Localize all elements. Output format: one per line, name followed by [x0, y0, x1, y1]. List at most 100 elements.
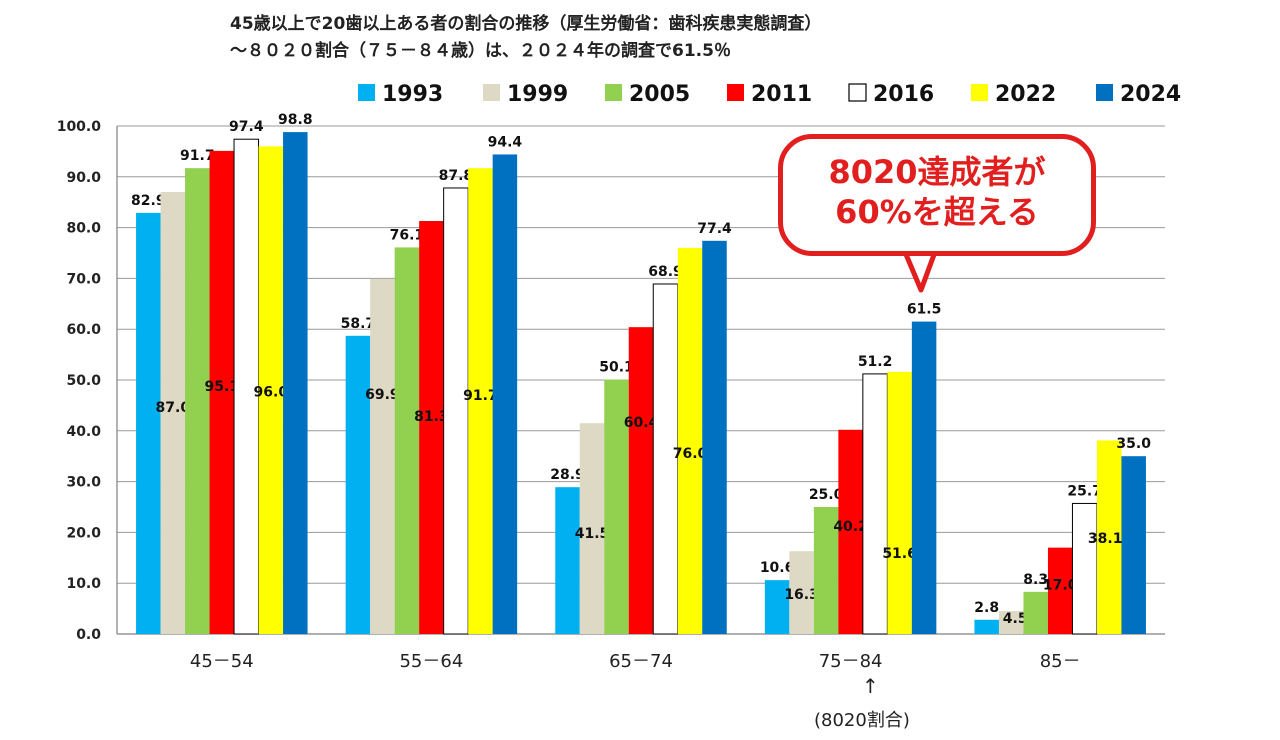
bar-2016	[233, 138, 260, 635]
bar-2022	[468, 168, 493, 634]
legend-label: 2011	[751, 82, 812, 107]
bar-1993	[136, 212, 161, 635]
data-label: 94.4	[488, 134, 523, 150]
bar-1999	[998, 611, 1024, 634]
data-label: 95.1	[205, 379, 240, 395]
data-label: 98.8	[278, 112, 313, 128]
legend-swatch	[727, 84, 744, 101]
legend-label: 2024	[1120, 82, 1181, 107]
bar-1993	[555, 487, 580, 634]
data-label: 10.6	[760, 560, 795, 576]
y-tick-label: 40.0	[66, 424, 101, 440]
y-tick-label: 100.0	[57, 119, 102, 135]
legend-swatch	[848, 83, 867, 102]
data-label: 76.1	[390, 227, 425, 243]
bar-2022	[677, 247, 703, 635]
data-label: 35.0	[1116, 436, 1151, 452]
bar-2022	[258, 146, 284, 634]
data-label: 50.1	[599, 359, 634, 375]
bar-2011	[838, 429, 863, 634]
x-tick-label: 45－54	[190, 651, 254, 672]
callout-bubble	[778, 134, 1096, 256]
bar-2016	[652, 283, 679, 635]
y-tick-label: 70.0	[66, 271, 101, 287]
x-tick-label: 55－64	[399, 651, 463, 672]
bar-2024	[1121, 456, 1146, 634]
data-label: 77.4	[697, 221, 732, 237]
y-tick-label: 30.0	[66, 475, 101, 491]
bar-1999	[579, 423, 605, 634]
x-tick-label: 85－	[1040, 651, 1081, 672]
note-8020-label: (8020割合)	[814, 710, 910, 731]
bar-2005	[604, 379, 629, 634]
callout-text: 8020達成者が 60%を超える	[778, 152, 1096, 232]
callout-line-1: 8020達成者が	[828, 153, 1046, 191]
x-tick-label: 65－74	[609, 651, 673, 672]
data-label: 51.6	[882, 546, 917, 562]
legend-swatch	[971, 84, 988, 101]
y-tick-label: 50.0	[66, 373, 101, 389]
data-label: 25.7	[1067, 483, 1102, 499]
y-tick-label: 20.0	[66, 525, 101, 541]
data-label: 4.5	[1003, 611, 1028, 627]
bar-2016	[1071, 502, 1098, 635]
data-label: 58.7	[341, 316, 376, 332]
data-label: 81.3	[414, 409, 449, 425]
data-label: 61.5	[907, 302, 942, 318]
legend-swatch	[358, 84, 375, 101]
y-tick-label: 90.0	[66, 170, 101, 186]
bar-2024	[911, 321, 937, 634]
data-label: 8.3	[1023, 572, 1048, 588]
legend-swatch	[605, 84, 622, 101]
y-tick-label: 60.0	[66, 322, 101, 338]
data-label: 17.0	[1043, 578, 1078, 594]
bar-2011	[209, 150, 235, 634]
bar-1999	[370, 278, 395, 634]
callout-line-2: 60%を超える	[835, 193, 1039, 231]
data-label: 76.0	[673, 446, 708, 462]
bar-2016	[443, 187, 469, 635]
y-tick-label: 80.0	[66, 221, 101, 237]
x-tick-label: 75－84	[819, 651, 883, 672]
data-label: 2.8	[974, 600, 999, 616]
chart-title: 45歳以上で20歯以上ある者の割合の推移（厚生労働省：歯科疾患実態調査）	[230, 14, 822, 34]
data-label: 91.7	[180, 148, 215, 164]
bar-2022	[887, 371, 912, 634]
legend-label: 2016	[873, 82, 934, 107]
bar-2016	[862, 373, 888, 635]
legend-label: 1993	[382, 82, 443, 107]
up-arrow-icon: ↑	[862, 674, 879, 698]
bar-1999	[789, 551, 814, 634]
data-label: 82.9	[131, 193, 166, 209]
data-label: 38.1	[1088, 531, 1123, 547]
bar-2011	[1047, 547, 1073, 634]
data-label: 41.5	[575, 526, 610, 542]
data-label: 68.9	[648, 264, 683, 280]
y-tick-label: 0.0	[76, 627, 101, 643]
legend-swatch	[483, 84, 500, 101]
data-label: 91.7	[463, 388, 498, 404]
data-label: 69.9	[365, 387, 400, 403]
bar-1993	[974, 619, 999, 634]
bar-2011	[628, 327, 654, 634]
bar-2005	[1023, 591, 1048, 634]
data-label: 51.2	[858, 354, 893, 370]
data-label: 96.0	[254, 384, 289, 400]
legend-label: 2005	[629, 82, 690, 107]
bar-1993	[345, 335, 371, 634]
y-tick-label: 10.0	[66, 576, 101, 592]
bar-2005	[394, 247, 420, 635]
bar-2024	[492, 154, 518, 634]
data-label: 87.0	[156, 400, 191, 416]
bar-1999	[160, 192, 186, 635]
legend-label: 2022	[995, 82, 1056, 107]
data-label: 97.4	[229, 119, 264, 135]
data-label: 25.0	[809, 487, 844, 503]
data-label: 60.4	[624, 415, 659, 431]
legend-label: 1999	[507, 82, 568, 107]
bar-2005	[185, 168, 210, 634]
chart-subtitle: ～８０２０割合（７５－８４歳）は、２０２４年の調査で61.5％	[230, 41, 731, 61]
bar-2005	[813, 507, 839, 634]
data-label: 28.9	[550, 467, 585, 483]
